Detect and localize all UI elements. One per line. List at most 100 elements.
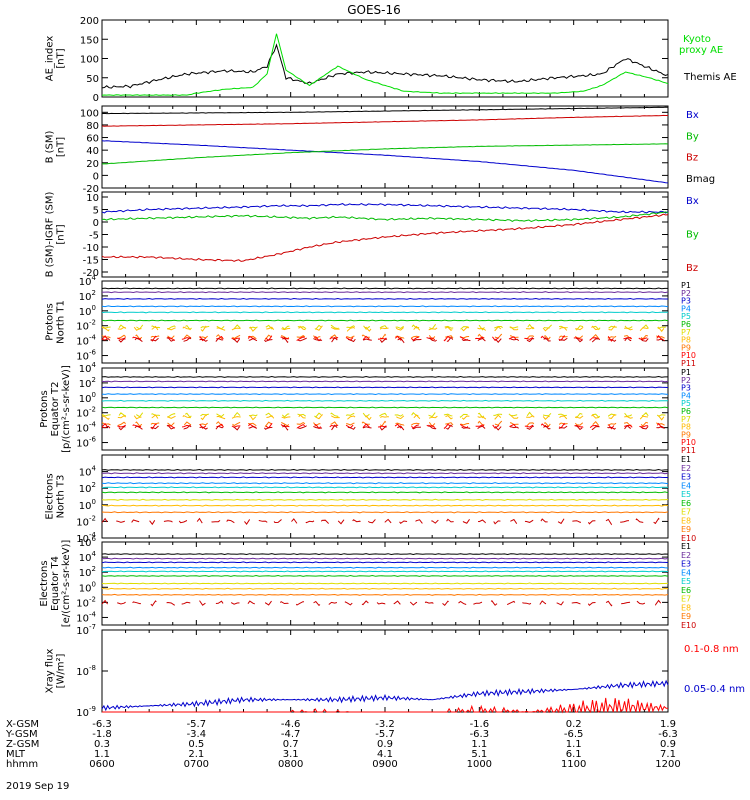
channel-label: P2 <box>681 289 691 298</box>
flux-channel-line <box>101 566 669 569</box>
orbit-value: 5.1 <box>471 749 487 760</box>
channel-label: E10 <box>681 534 696 543</box>
orbit-value: -3.2 <box>375 719 395 730</box>
flux-channel-line <box>101 297 668 300</box>
flux-channel-line <box>101 319 669 322</box>
orbit-value: 0700 <box>184 759 209 770</box>
flux-channel-line <box>101 561 669 564</box>
y-tick-label: 10-2 <box>76 319 96 333</box>
channel-label: P8 <box>681 336 691 345</box>
y-tick-label: 104 <box>79 274 97 288</box>
y-axis-label: [e/(cm²-s-sr-keV)] <box>61 540 72 628</box>
channel-label: P10 <box>681 351 696 360</box>
y-tick-label: 100 <box>79 304 96 318</box>
legend-label: Kyoto <box>683 34 711 45</box>
orbit-value: 1200 <box>655 759 680 770</box>
y-axis-label: Electrons <box>39 560 50 606</box>
channel-label: E3 <box>681 473 691 482</box>
y-axis-label: Xray flux <box>45 649 56 694</box>
y-axis-label: B (SM) <box>45 130 56 163</box>
panel-frame <box>101 280 669 364</box>
orbit-row-name: MLT <box>6 749 26 760</box>
y-tick-label: 100 <box>80 55 99 66</box>
channel-label: P8 <box>681 423 691 432</box>
orbit-row-name: Z-GSM <box>6 739 39 750</box>
channel-label: E1 <box>681 455 691 464</box>
flux-channel-line <box>101 468 668 471</box>
orbit-value: -5.7 <box>187 719 207 730</box>
y-axis-label: [W/m²] <box>56 653 67 688</box>
y-axis-label: North T3 <box>56 475 67 519</box>
channel-label: E7 <box>681 508 691 517</box>
channel-label: P7 <box>681 328 691 337</box>
y-tick-label: 106 <box>79 535 97 549</box>
orbit-row-name: Y-GSM <box>5 729 38 740</box>
flux-channel-line <box>101 311 668 314</box>
y-tick-label: -5 <box>89 231 99 242</box>
orbit-value: 1000 <box>467 759 492 770</box>
y-tick-label: 104 <box>79 361 97 375</box>
y-tick-label: 0 <box>93 171 99 182</box>
channel-label: P4 <box>681 391 691 400</box>
flux-channel-line <box>101 582 669 585</box>
orbit-value: 0.2 <box>566 719 582 730</box>
orbit-value: 1.9 <box>660 719 676 730</box>
legend-label: Bx <box>686 110 699 121</box>
b-field-line <box>101 143 669 165</box>
panel-frame <box>101 454 669 539</box>
channel-label: E2 <box>681 464 691 473</box>
orbit-value: 2.1 <box>188 749 204 760</box>
channel-label: E7 <box>681 595 691 604</box>
orbit-row-name: hhmm <box>6 759 38 770</box>
channel-label: E5 <box>681 577 691 586</box>
channel-label: E8 <box>681 603 691 612</box>
flux-channel-line <box>101 593 669 596</box>
orbit-value: 1.1 <box>94 749 110 760</box>
y-tick-label: 5 <box>93 206 99 217</box>
flux-channel-line <box>101 325 669 333</box>
y-axis-label: Electrons <box>45 473 56 519</box>
y-tick-label: 0 <box>93 218 99 229</box>
y-tick-label: 10-4 <box>76 334 96 348</box>
channel-label: P7 <box>681 415 691 424</box>
flux-channel-line <box>101 291 669 294</box>
orbit-value: 1.1 <box>566 739 582 750</box>
flux-channel-line <box>101 511 669 514</box>
flux-channel-line <box>101 574 669 577</box>
orbit-value: 3.1 <box>283 749 299 760</box>
y-tick-label: 0 <box>93 93 99 104</box>
channel-label: P11 <box>681 359 696 368</box>
channel-label: P4 <box>681 304 691 313</box>
orbit-value: 4.1 <box>377 749 393 760</box>
y-tick-label: 10 <box>86 193 99 204</box>
y-tick-label: 10-2 <box>76 406 96 420</box>
b-field-line <box>101 213 669 262</box>
flux-channel-line <box>101 491 669 494</box>
y-tick-label: 60 <box>86 134 99 145</box>
y-axis-label: Protons <box>39 390 50 427</box>
y-tick-label: 10-8 <box>76 664 96 678</box>
orbit-row-name: X-GSM <box>6 719 39 730</box>
channel-label: P6 <box>681 407 691 416</box>
y-tick-label: 102 <box>79 481 96 495</box>
y-tick-label: -15 <box>83 256 99 267</box>
flux-channel-line <box>102 557 669 560</box>
flux-channel-line <box>101 305 669 308</box>
y-tick-label: 104 <box>79 550 97 564</box>
y-tick-label: 104 <box>79 465 97 479</box>
date-label: 2019 Sep 19 <box>6 781 69 792</box>
channel-label: P9 <box>681 343 691 352</box>
b-field-line <box>101 140 669 184</box>
orbit-value: -3.4 <box>187 729 207 740</box>
flux-channel-line <box>101 599 669 607</box>
y-axis-label: North T1 <box>56 300 67 344</box>
channel-label: E2 <box>681 551 691 560</box>
y-tick-label: 10-4 <box>76 421 96 435</box>
y-axis-label: Equator T4 <box>50 556 61 611</box>
channel-label: P5 <box>681 399 691 408</box>
legend-label: Themis AE <box>683 72 737 83</box>
orbit-value: -6.3 <box>470 729 490 740</box>
ae-series-line <box>101 33 669 96</box>
